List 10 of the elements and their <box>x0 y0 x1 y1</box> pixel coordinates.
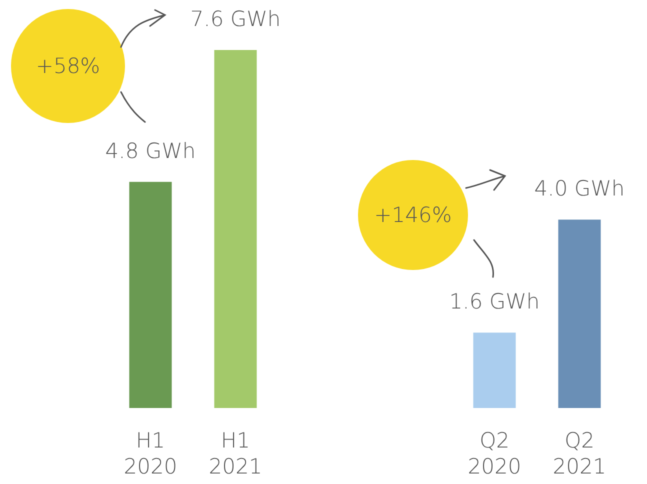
text: +58% <box>36 54 100 78</box>
x-tick-label: H1 2021 <box>208 428 262 478</box>
x-tick-label: Q2 2020 <box>468 428 522 478</box>
data-label: 1.6 GWh <box>449 290 540 314</box>
x-tick-label: H1 2020 <box>124 428 178 478</box>
data-label: 4.0 GWh <box>534 176 625 201</box>
data-label: 4.8 GWh <box>105 138 196 163</box>
x-tick-label: Q2 2021 <box>552 428 606 478</box>
text: +146% <box>374 203 452 227</box>
data-label: 7.6 GWh <box>190 7 281 31</box>
